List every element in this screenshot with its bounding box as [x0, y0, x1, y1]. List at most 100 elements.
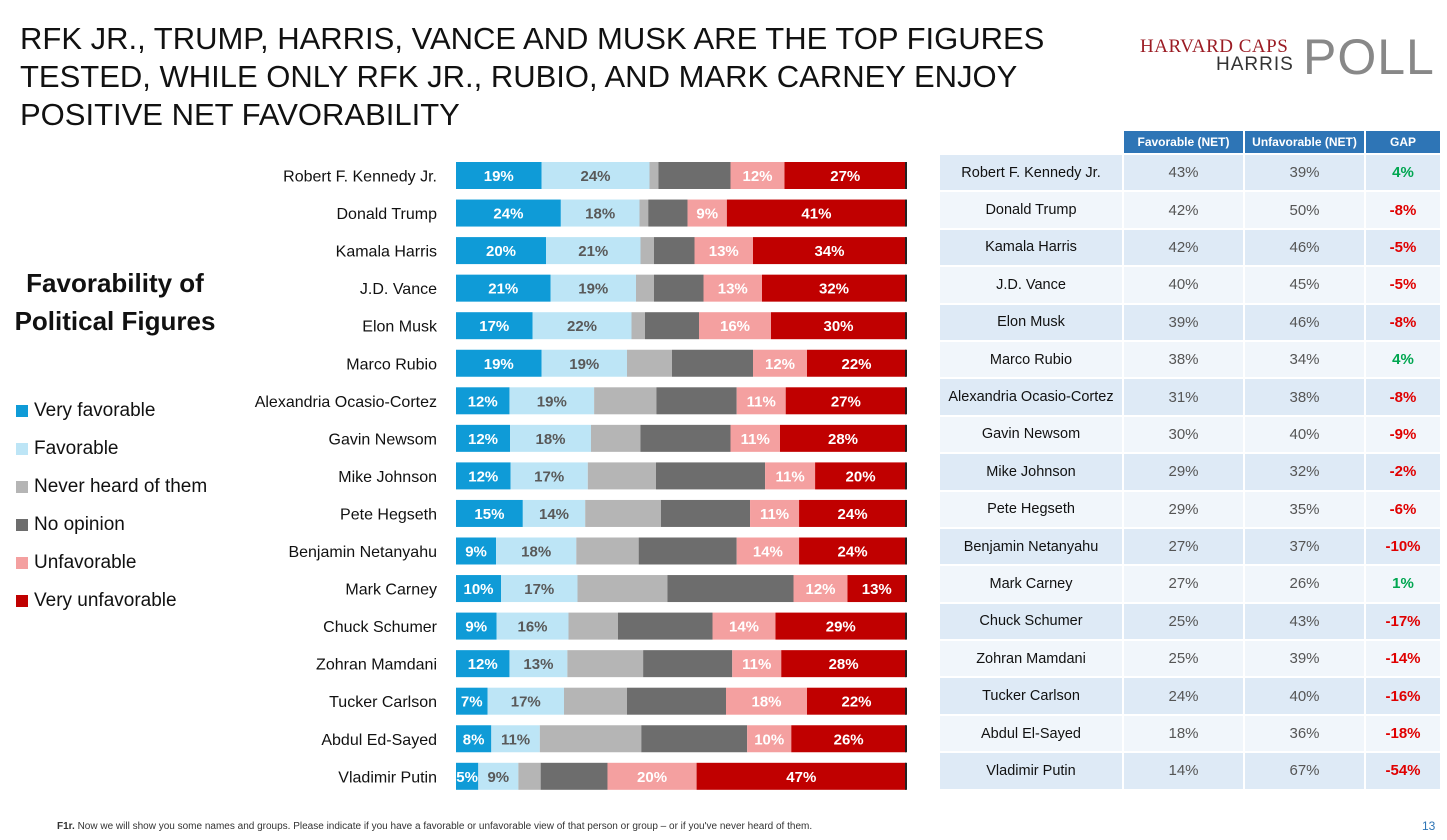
data-label: 14% — [753, 544, 783, 561]
data-label: 9% — [465, 544, 487, 561]
table-row: Abdul El-Sayed 18% 36% -18% — [940, 715, 1440, 752]
category-label: J.D. Vance — [360, 281, 437, 298]
bar-segment — [726, 199, 906, 227]
table-name-cell: Donald Trump — [940, 192, 1122, 228]
bar-segment — [750, 499, 800, 527]
data-label: 41% — [801, 206, 831, 223]
table-unfavorable-cell: 40% — [1245, 678, 1364, 714]
bar-segment — [654, 237, 695, 265]
legend-swatch — [16, 595, 28, 607]
data-label: 15% — [474, 506, 504, 523]
bar-segment — [654, 274, 704, 302]
bar-end-line — [905, 312, 907, 340]
bar-segment — [643, 650, 733, 678]
category-label: Marco Rubio — [346, 356, 437, 373]
bar-segment — [753, 349, 807, 377]
table-name-cell: Chuck Schumer — [940, 603, 1122, 640]
table-name-cell: Robert F. Kennedy Jr. — [940, 155, 1122, 191]
legend-item: Never heard of them — [16, 468, 207, 506]
table-name-cell: Alexandria Ocasio-Cortez — [940, 379, 1122, 415]
bar-segment — [753, 237, 906, 265]
bar-segment — [775, 612, 906, 640]
bar-segment — [577, 575, 668, 603]
stacked-bar-chart: Robert F. Kennedy Jr. 19% 24% 12% 27% Donald … — [255, 162, 907, 790]
data-label: 11% — [775, 468, 804, 485]
table-gap-cell: -14% — [1366, 641, 1440, 677]
table-row: Zohran Mamdani 25% 39% -14% — [940, 641, 1440, 677]
category-label: Benjamin Netanyahu — [288, 544, 437, 561]
table-header-unfavorable: Unfavorable (NET) — [1245, 131, 1364, 153]
bar-segment — [509, 650, 568, 678]
table-name-cell: Abdul El-Sayed — [940, 715, 1122, 752]
legend-label: No opinion — [34, 514, 125, 535]
bar-segment — [540, 762, 608, 790]
table-name-cell: J.D. Vance — [940, 267, 1122, 303]
legend-swatch — [16, 481, 28, 493]
table-row: Benjamin Netanyahu 27% 37% -10% — [940, 528, 1440, 565]
bar-segment — [645, 312, 699, 340]
data-label: 9% — [487, 769, 509, 786]
category-label: Donald Trump — [337, 206, 438, 223]
table-unfavorable-cell: 35% — [1245, 491, 1364, 527]
table-row: Gavin Newsom 30% 40% -9% — [940, 416, 1440, 453]
bar-end-line — [905, 650, 907, 678]
data-label: 32% — [819, 281, 849, 298]
table-gap-cell: -54% — [1366, 753, 1440, 789]
data-label: 19% — [537, 393, 567, 410]
table-row: Elon Musk 39% 46% -8% — [940, 304, 1440, 340]
legend-swatch — [16, 557, 28, 569]
data-label: 22% — [567, 318, 597, 335]
data-label: 14% — [729, 619, 759, 636]
bar-segment — [793, 575, 848, 603]
bar-end-line — [905, 462, 907, 490]
bar-segment — [539, 725, 642, 753]
chart-subtitle: Favorability of Political Figures — [10, 264, 220, 340]
table-name-cell: Pete Hegseth — [940, 491, 1122, 527]
data-label: 9% — [465, 619, 487, 636]
data-label: 14% — [539, 506, 569, 523]
data-label: 10% — [754, 731, 784, 748]
bar-segment — [487, 687, 564, 715]
data-label: 28% — [829, 656, 859, 673]
bar-segment — [456, 387, 510, 415]
bar-segment — [456, 349, 542, 377]
data-label: 12% — [468, 468, 498, 485]
bar-end-line — [905, 499, 907, 527]
data-label: 24% — [838, 506, 868, 523]
bar-segment — [730, 424, 780, 452]
table-unfavorable-cell: 46% — [1245, 229, 1364, 266]
table-favorable-cell: 27% — [1124, 566, 1243, 602]
bar-segment — [509, 387, 595, 415]
table-favorable-cell: 24% — [1124, 678, 1243, 714]
title-line-3: POSITIVE NET FAVORABILITY — [20, 97, 460, 132]
category-label: Pete Hegseth — [340, 506, 437, 523]
data-label: 12% — [468, 393, 498, 410]
bar-segment — [456, 537, 497, 565]
bar-segment — [736, 537, 800, 565]
bar-segment — [456, 725, 492, 753]
bar-segment — [732, 650, 782, 678]
page-number: 13 — [1422, 819, 1436, 833]
table-name-cell: Marco Rubio — [940, 341, 1122, 378]
table-header-row: Favorable (NET) Unfavorable (NET) GAP — [940, 131, 1440, 153]
data-label: 30% — [823, 318, 853, 335]
bar-segment — [696, 762, 906, 790]
bar-segment — [747, 725, 792, 753]
table-unfavorable-cell: 36% — [1245, 715, 1364, 752]
legend-item: No opinion — [16, 506, 207, 544]
table-favorable-cell: 42% — [1124, 229, 1243, 266]
data-label: 24% — [493, 206, 523, 223]
bar-segment — [762, 274, 906, 302]
bar-segment — [456, 199, 561, 227]
data-label: 27% — [831, 393, 861, 410]
data-label: 19% — [569, 356, 599, 373]
table-row: Donald Trump 42% 50% -8% — [940, 192, 1440, 228]
table-favorable-cell: 40% — [1124, 267, 1243, 303]
table-gap-cell: -2% — [1366, 454, 1440, 490]
category-label: Zohran Mamdani — [316, 657, 437, 674]
table-unfavorable-cell: 32% — [1245, 454, 1364, 490]
bar-end-line — [905, 162, 907, 189]
bar-segment — [815, 462, 906, 490]
table-favorable-cell: 30% — [1124, 416, 1243, 453]
bar-segment — [627, 349, 672, 377]
